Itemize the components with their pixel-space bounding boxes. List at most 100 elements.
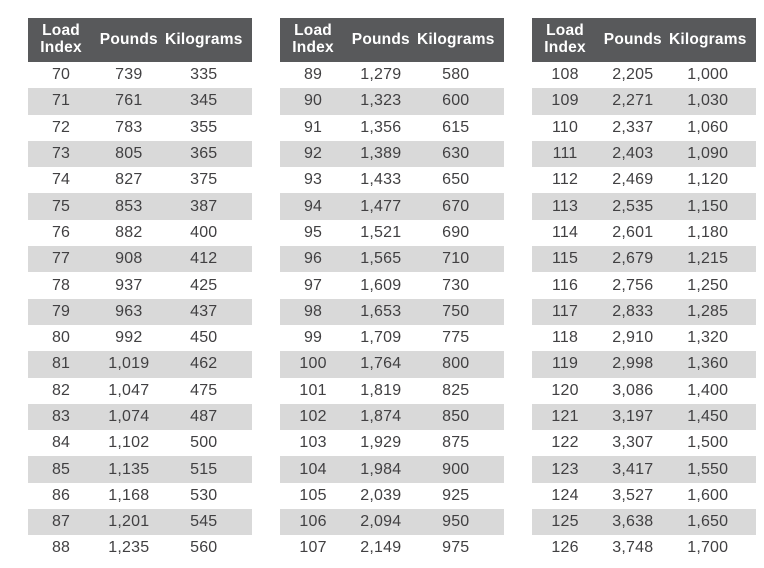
table-row: 121 3,197 1,450 bbox=[532, 403, 756, 431]
kilograms-cell: 345 bbox=[190, 92, 218, 110]
pounds-cell: 2,403 bbox=[612, 145, 654, 163]
pounds-cell: 2,756 bbox=[612, 276, 654, 294]
kilograms-cell: 1,550 bbox=[687, 460, 729, 478]
load-index-cell: 73 bbox=[51, 145, 71, 163]
table-row: 118 2,910 1,320 bbox=[532, 325, 756, 351]
kilograms-cell: 1,060 bbox=[687, 118, 729, 136]
load-index-cell: 93 bbox=[303, 171, 323, 189]
kilograms-cell: 1,180 bbox=[687, 223, 729, 241]
pounds-cell: 3,748 bbox=[612, 539, 654, 557]
pounds-cell: 1,929 bbox=[360, 434, 402, 452]
table-body: 89 1,279 580 90 1,323 600 91 1,356 615 92 1,389 630… bbox=[280, 62, 504, 562]
pounds-cell: 882 bbox=[115, 223, 143, 241]
load-index-cell: 114 bbox=[551, 223, 579, 241]
pounds-cell: 1,047 bbox=[108, 381, 150, 399]
load-index-cell: 111 bbox=[552, 145, 578, 163]
table-row: 105 2,039 925 bbox=[280, 483, 504, 509]
load-index-cell: 76 bbox=[51, 223, 71, 241]
kilograms-cell: 355 bbox=[190, 118, 218, 136]
table-row: 100 1,764 800 bbox=[280, 351, 504, 378]
pounds-cell: 1,019 bbox=[108, 355, 150, 373]
pounds-cell: 2,039 bbox=[360, 486, 402, 504]
load-index-cell: 88 bbox=[51, 539, 71, 557]
kilograms-cell: 825 bbox=[442, 381, 470, 399]
col-header-kilograms: Kilograms bbox=[164, 30, 243, 48]
pounds-cell: 2,149 bbox=[360, 539, 402, 557]
table-row: 107 2,149 975 bbox=[280, 535, 504, 561]
pounds-cell: 3,197 bbox=[612, 408, 654, 425]
pounds-cell: 1,279 bbox=[360, 66, 402, 84]
table-row: 122 3,307 1,500 bbox=[532, 430, 756, 456]
table-row: 77 908 412 bbox=[28, 246, 252, 273]
kilograms-cell: 600 bbox=[442, 92, 470, 110]
kilograms-cell: 850 bbox=[442, 408, 470, 425]
pounds-cell: 1,135 bbox=[108, 460, 150, 478]
load-index-cell: 92 bbox=[303, 145, 323, 163]
load-index-cell: 123 bbox=[551, 460, 579, 478]
load-index-cell: 95 bbox=[303, 223, 323, 241]
pounds-cell: 3,417 bbox=[612, 460, 654, 478]
load-index-cell: 122 bbox=[551, 434, 579, 452]
load-index-cell: 100 bbox=[299, 355, 327, 373]
table-row: 87 1,201 545 bbox=[28, 509, 252, 536]
load-index-table-3: Load Index Pounds Kilograms 108 2,205 1,00… bbox=[532, 18, 756, 562]
pounds-cell: 2,833 bbox=[612, 302, 654, 320]
kilograms-cell: 1,030 bbox=[687, 92, 729, 110]
pounds-cell: 2,601 bbox=[612, 223, 654, 241]
kilograms-cell: 1,600 bbox=[687, 486, 729, 504]
table-row: 79 963 437 bbox=[28, 298, 252, 325]
table-row: 71 761 345 bbox=[28, 88, 252, 115]
table-row: 110 2,337 1,060 bbox=[532, 115, 756, 141]
table-header: Load Index Pounds Kilograms bbox=[28, 18, 252, 62]
table-body: 70 739 335 71 761 345 72 783 355 73 805 365 74 827 375… bbox=[28, 62, 252, 562]
table-row: 99 1,709 775 bbox=[280, 325, 504, 351]
table-row: 85 1,135 515 bbox=[28, 456, 252, 483]
col-header-pounds: Pounds bbox=[351, 30, 410, 48]
load-index-cell: 103 bbox=[299, 434, 327, 452]
pounds-cell: 1,074 bbox=[108, 408, 150, 425]
pounds-cell: 3,086 bbox=[612, 381, 654, 399]
table-row: 104 1,984 900 bbox=[280, 456, 504, 483]
col-header-pounds: Pounds bbox=[99, 30, 158, 48]
col-header-load-index: Load Index bbox=[544, 22, 586, 56]
pounds-cell: 783 bbox=[115, 118, 143, 136]
col-header-kilograms: Kilograms bbox=[416, 30, 495, 48]
pounds-cell: 1,356 bbox=[360, 118, 402, 136]
pounds-cell: 963 bbox=[115, 302, 143, 320]
load-index-cell: 79 bbox=[51, 302, 71, 320]
pounds-cell: 2,271 bbox=[612, 92, 654, 110]
pounds-cell: 1,323 bbox=[360, 92, 402, 110]
kilograms-cell: 730 bbox=[442, 276, 470, 294]
kilograms-cell: 425 bbox=[190, 276, 218, 294]
pounds-cell: 1,609 bbox=[360, 276, 402, 294]
pounds-cell: 2,535 bbox=[612, 197, 654, 215]
pounds-cell: 1,764 bbox=[360, 355, 402, 373]
kilograms-cell: 1,215 bbox=[687, 250, 729, 268]
table-row: 74 827 375 bbox=[28, 167, 252, 193]
load-index-cell: 104 bbox=[299, 460, 327, 478]
kilograms-cell: 387 bbox=[190, 197, 218, 215]
table-row: 98 1,653 750 bbox=[280, 298, 504, 325]
load-index-cell: 113 bbox=[551, 197, 579, 215]
load-index-cell: 86 bbox=[51, 486, 71, 504]
kilograms-cell: 365 bbox=[190, 145, 218, 163]
kilograms-cell: 1,650 bbox=[687, 513, 729, 531]
kilograms-cell: 1,000 bbox=[687, 66, 729, 84]
load-index-cell: 75 bbox=[51, 197, 71, 215]
table-row: 113 2,535 1,150 bbox=[532, 193, 756, 220]
kilograms-cell: 1,120 bbox=[687, 171, 729, 189]
pounds-cell: 1,389 bbox=[360, 145, 402, 163]
kilograms-cell: 1,360 bbox=[687, 355, 729, 373]
table-row: 102 1,874 850 bbox=[280, 403, 504, 431]
table-row: 96 1,565 710 bbox=[280, 246, 504, 273]
table-row: 111 2,403 1,090 bbox=[532, 140, 756, 168]
table-row: 73 805 365 bbox=[28, 140, 252, 168]
kilograms-cell: 1,250 bbox=[687, 276, 729, 294]
kilograms-cell: 630 bbox=[442, 145, 470, 163]
table-row: 101 1,819 825 bbox=[280, 378, 504, 404]
load-index-cell: 118 bbox=[551, 329, 579, 347]
load-index-cell: 102 bbox=[299, 408, 327, 425]
kilograms-cell: 1,150 bbox=[687, 197, 729, 215]
table-row: 97 1,609 730 bbox=[280, 272, 504, 298]
table-row: 119 2,998 1,360 bbox=[532, 351, 756, 378]
